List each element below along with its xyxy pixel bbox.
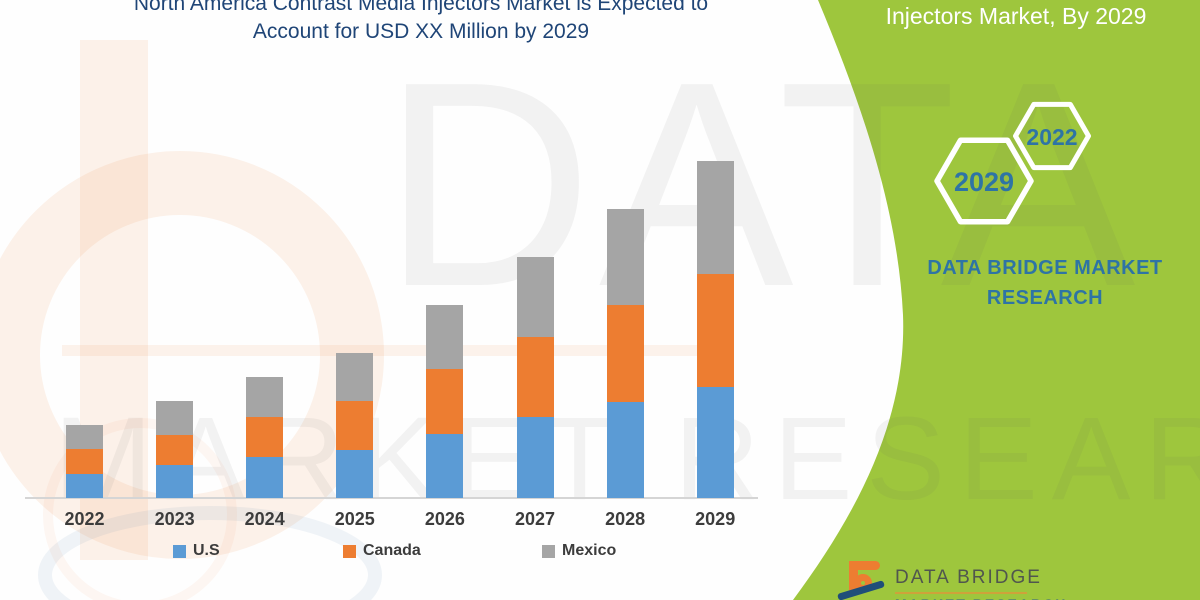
bar-2029 xyxy=(696,161,734,498)
x-axis-label: 2023 xyxy=(154,509,195,529)
x-axis-line xyxy=(25,497,758,499)
bar-segment-mexico xyxy=(426,305,464,369)
bar-segment-mexico xyxy=(696,161,734,274)
bar-segment-us xyxy=(336,450,374,498)
footer-logo-underline xyxy=(895,592,1027,594)
legend-label: U.S xyxy=(193,542,220,559)
bar-2028 xyxy=(606,209,644,498)
bar-segment-canada xyxy=(336,401,374,450)
bar-segment-canada xyxy=(66,449,103,474)
bar-2024 xyxy=(246,377,284,498)
bar-segment-mexico xyxy=(156,401,194,435)
x-axis-label: 2024 xyxy=(244,509,285,529)
legend-item-mexico: Mexico xyxy=(542,542,616,560)
bar-segment-canada xyxy=(696,274,734,387)
bar-segment-canada xyxy=(156,435,194,465)
x-axis-label: 2022 xyxy=(64,509,105,529)
legend-swatch xyxy=(542,544,555,558)
bar-segment-canada xyxy=(426,369,464,434)
bar-segment-us xyxy=(696,387,734,498)
bar-2022 xyxy=(66,425,103,498)
legend-label: Mexico xyxy=(562,542,617,559)
bar-2023 xyxy=(156,401,194,498)
x-axis-label: 2028 xyxy=(605,509,646,529)
footer-logo-tagline: MARKET RESEARCH xyxy=(895,596,1067,600)
bar-segment-us xyxy=(426,434,464,498)
bar-segment-mexico xyxy=(606,209,644,305)
x-axis-label: 2029 xyxy=(695,509,736,529)
legend-item-canada: Canada xyxy=(343,542,421,560)
footer-logo-name: DATA BRIDGE xyxy=(895,567,1042,588)
bar-segment-canada xyxy=(606,305,644,402)
page-title-line1: North America Contrast Media Injectors M… xyxy=(133,0,709,15)
brand-text-line1: DATA BRIDGE MARKET xyxy=(927,257,1163,279)
bar-segment-canada xyxy=(246,417,284,457)
hexagon-year-2022: 2022 xyxy=(1026,124,1078,150)
bar-2027 xyxy=(516,257,554,498)
bar-2025 xyxy=(336,353,374,498)
bar-segment-mexico xyxy=(246,377,284,417)
page-title-line2: Account for USD XX Million by 2029 xyxy=(252,20,590,43)
bar-segment-mexico xyxy=(336,353,374,401)
side-panel-heading: Injectors Market, By 2029 xyxy=(885,3,1147,29)
x-axis-label: 2027 xyxy=(514,509,556,529)
legend-swatch xyxy=(343,544,356,558)
bar-segment-us xyxy=(66,474,103,498)
brand-text: DATA BRIDGE MARKET RESEARCH xyxy=(925,253,1165,313)
hexagon-2029-icon xyxy=(934,137,1034,225)
bar-segment-us xyxy=(156,465,194,498)
x-axis-label: 2026 xyxy=(424,509,465,529)
brand-text-line2: RESEARCH xyxy=(986,287,1104,309)
legend-swatch xyxy=(173,544,186,558)
bar-segment-us xyxy=(606,402,644,498)
bar-2026 xyxy=(426,305,464,498)
bar-segment-canada xyxy=(516,337,554,417)
x-axis-label: 2025 xyxy=(334,509,375,529)
legend-item-us: U.S xyxy=(173,542,220,560)
bar-segment-mexico xyxy=(516,257,554,337)
legend-label: Canada xyxy=(363,542,421,559)
bar-segment-mexico xyxy=(66,425,103,449)
bar-segment-us xyxy=(246,457,284,498)
bar-segment-us xyxy=(516,417,554,498)
page-title: North America Contrast Media Injectors M… xyxy=(68,0,774,46)
hexagon-2022-icon xyxy=(1013,101,1091,171)
footer-logo: DATA BRIDGE MARKET RESEARCH xyxy=(835,557,1085,600)
hexagon-year-2029: 2029 xyxy=(953,167,1015,197)
logo-b-icon xyxy=(849,561,880,570)
